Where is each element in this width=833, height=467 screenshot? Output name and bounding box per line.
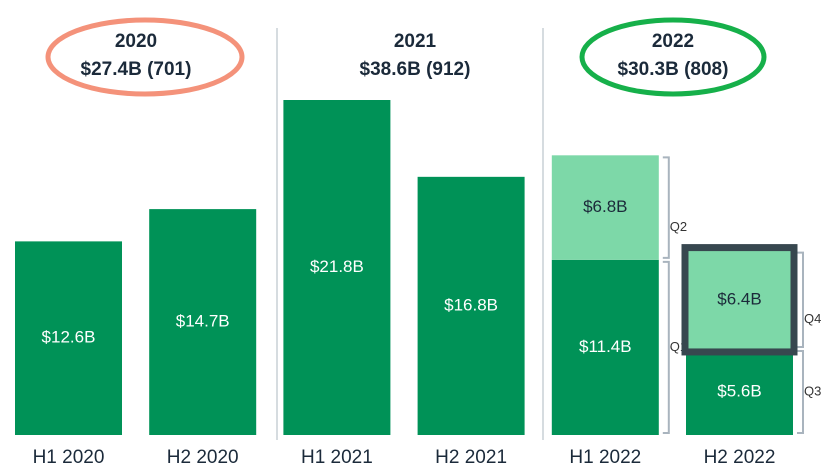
highlight-box [681, 244, 798, 356]
year-header: 2020 [115, 31, 157, 52]
highlight-ellipse [45, 17, 245, 97]
highlight-ellipse [579, 17, 767, 97]
year-total: $27.4B (701) [81, 59, 192, 80]
x-tick-label: H2 2020 [167, 447, 239, 467]
year-total: $38.6B (912) [360, 59, 471, 80]
value-label: $11.4B [579, 337, 632, 356]
quarter-label: Q3 [804, 383, 821, 398]
value-label: $6.8B [583, 197, 627, 216]
bar-segment [417, 176, 525, 435]
bar-segment [686, 348, 793, 435]
x-tick-label: H2 2022 [704, 447, 776, 467]
bar-segment [686, 250, 793, 349]
x-tick-label: H1 2020 [33, 447, 105, 467]
value-label: $21.8B [310, 257, 364, 276]
bar-segment [551, 155, 659, 260]
value-label: $5.6B [717, 381, 761, 400]
x-tick-label: H1 2022 [569, 447, 641, 467]
quarter-label: Q2 [670, 219, 687, 234]
bar-segment [551, 259, 659, 435]
value-label: $14.7B [176, 312, 230, 331]
value-label: $6.4B [717, 289, 761, 308]
bracket [662, 260, 670, 434]
quarter-label: Q4 [804, 311, 821, 326]
x-tick-label: H2 2021 [435, 447, 507, 467]
bar-segment [15, 241, 122, 435]
bar-segment [149, 209, 257, 435]
x-tick-label: H1 2021 [301, 447, 373, 467]
value-label: $16.8B [444, 295, 498, 314]
year-header: 2021 [394, 31, 437, 52]
year-total: $30.3B (808) [618, 59, 729, 80]
year-header: 2022 [652, 31, 694, 52]
bracket [662, 156, 670, 259]
bracket [797, 251, 804, 348]
value-label: $12.6B [42, 328, 96, 347]
bar-segment [283, 100, 391, 435]
bracket [797, 349, 804, 434]
